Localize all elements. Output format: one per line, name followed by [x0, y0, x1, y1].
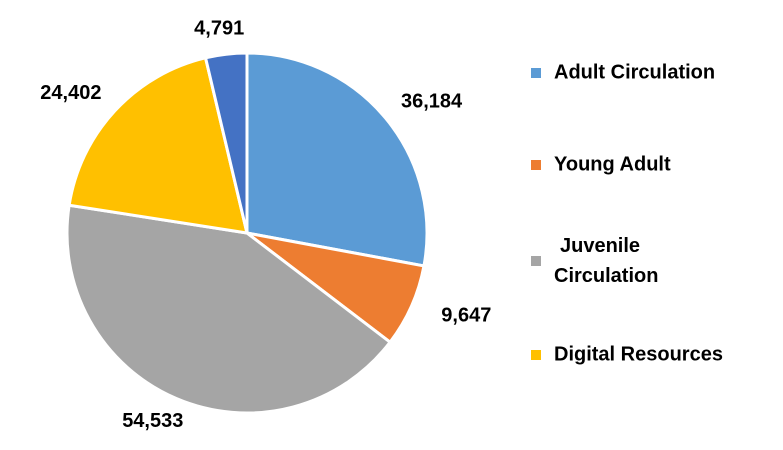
pie-slice: [65, 203, 393, 415]
pie-slice: [245, 51, 429, 268]
legend-label: Adult Circulation: [554, 61, 715, 83]
legend-swatch: [531, 350, 541, 360]
legend-label: Digital Resources: [554, 343, 723, 365]
data-label: 9,647: [441, 304, 491, 326]
pie-slice: [203, 51, 249, 234]
data-label: 4,791: [194, 18, 244, 40]
pie-slice: [67, 56, 249, 235]
legend-label: Young Adult: [554, 153, 671, 175]
data-label: 36,184: [401, 90, 463, 112]
data-label: 54,533: [122, 410, 183, 432]
legend-swatch: [531, 68, 541, 78]
data-label: 24,402: [40, 82, 101, 104]
legend-swatch: [531, 160, 541, 170]
legend-swatch: [531, 256, 541, 266]
legend-label: Juvenile Circulation: [554, 235, 658, 287]
